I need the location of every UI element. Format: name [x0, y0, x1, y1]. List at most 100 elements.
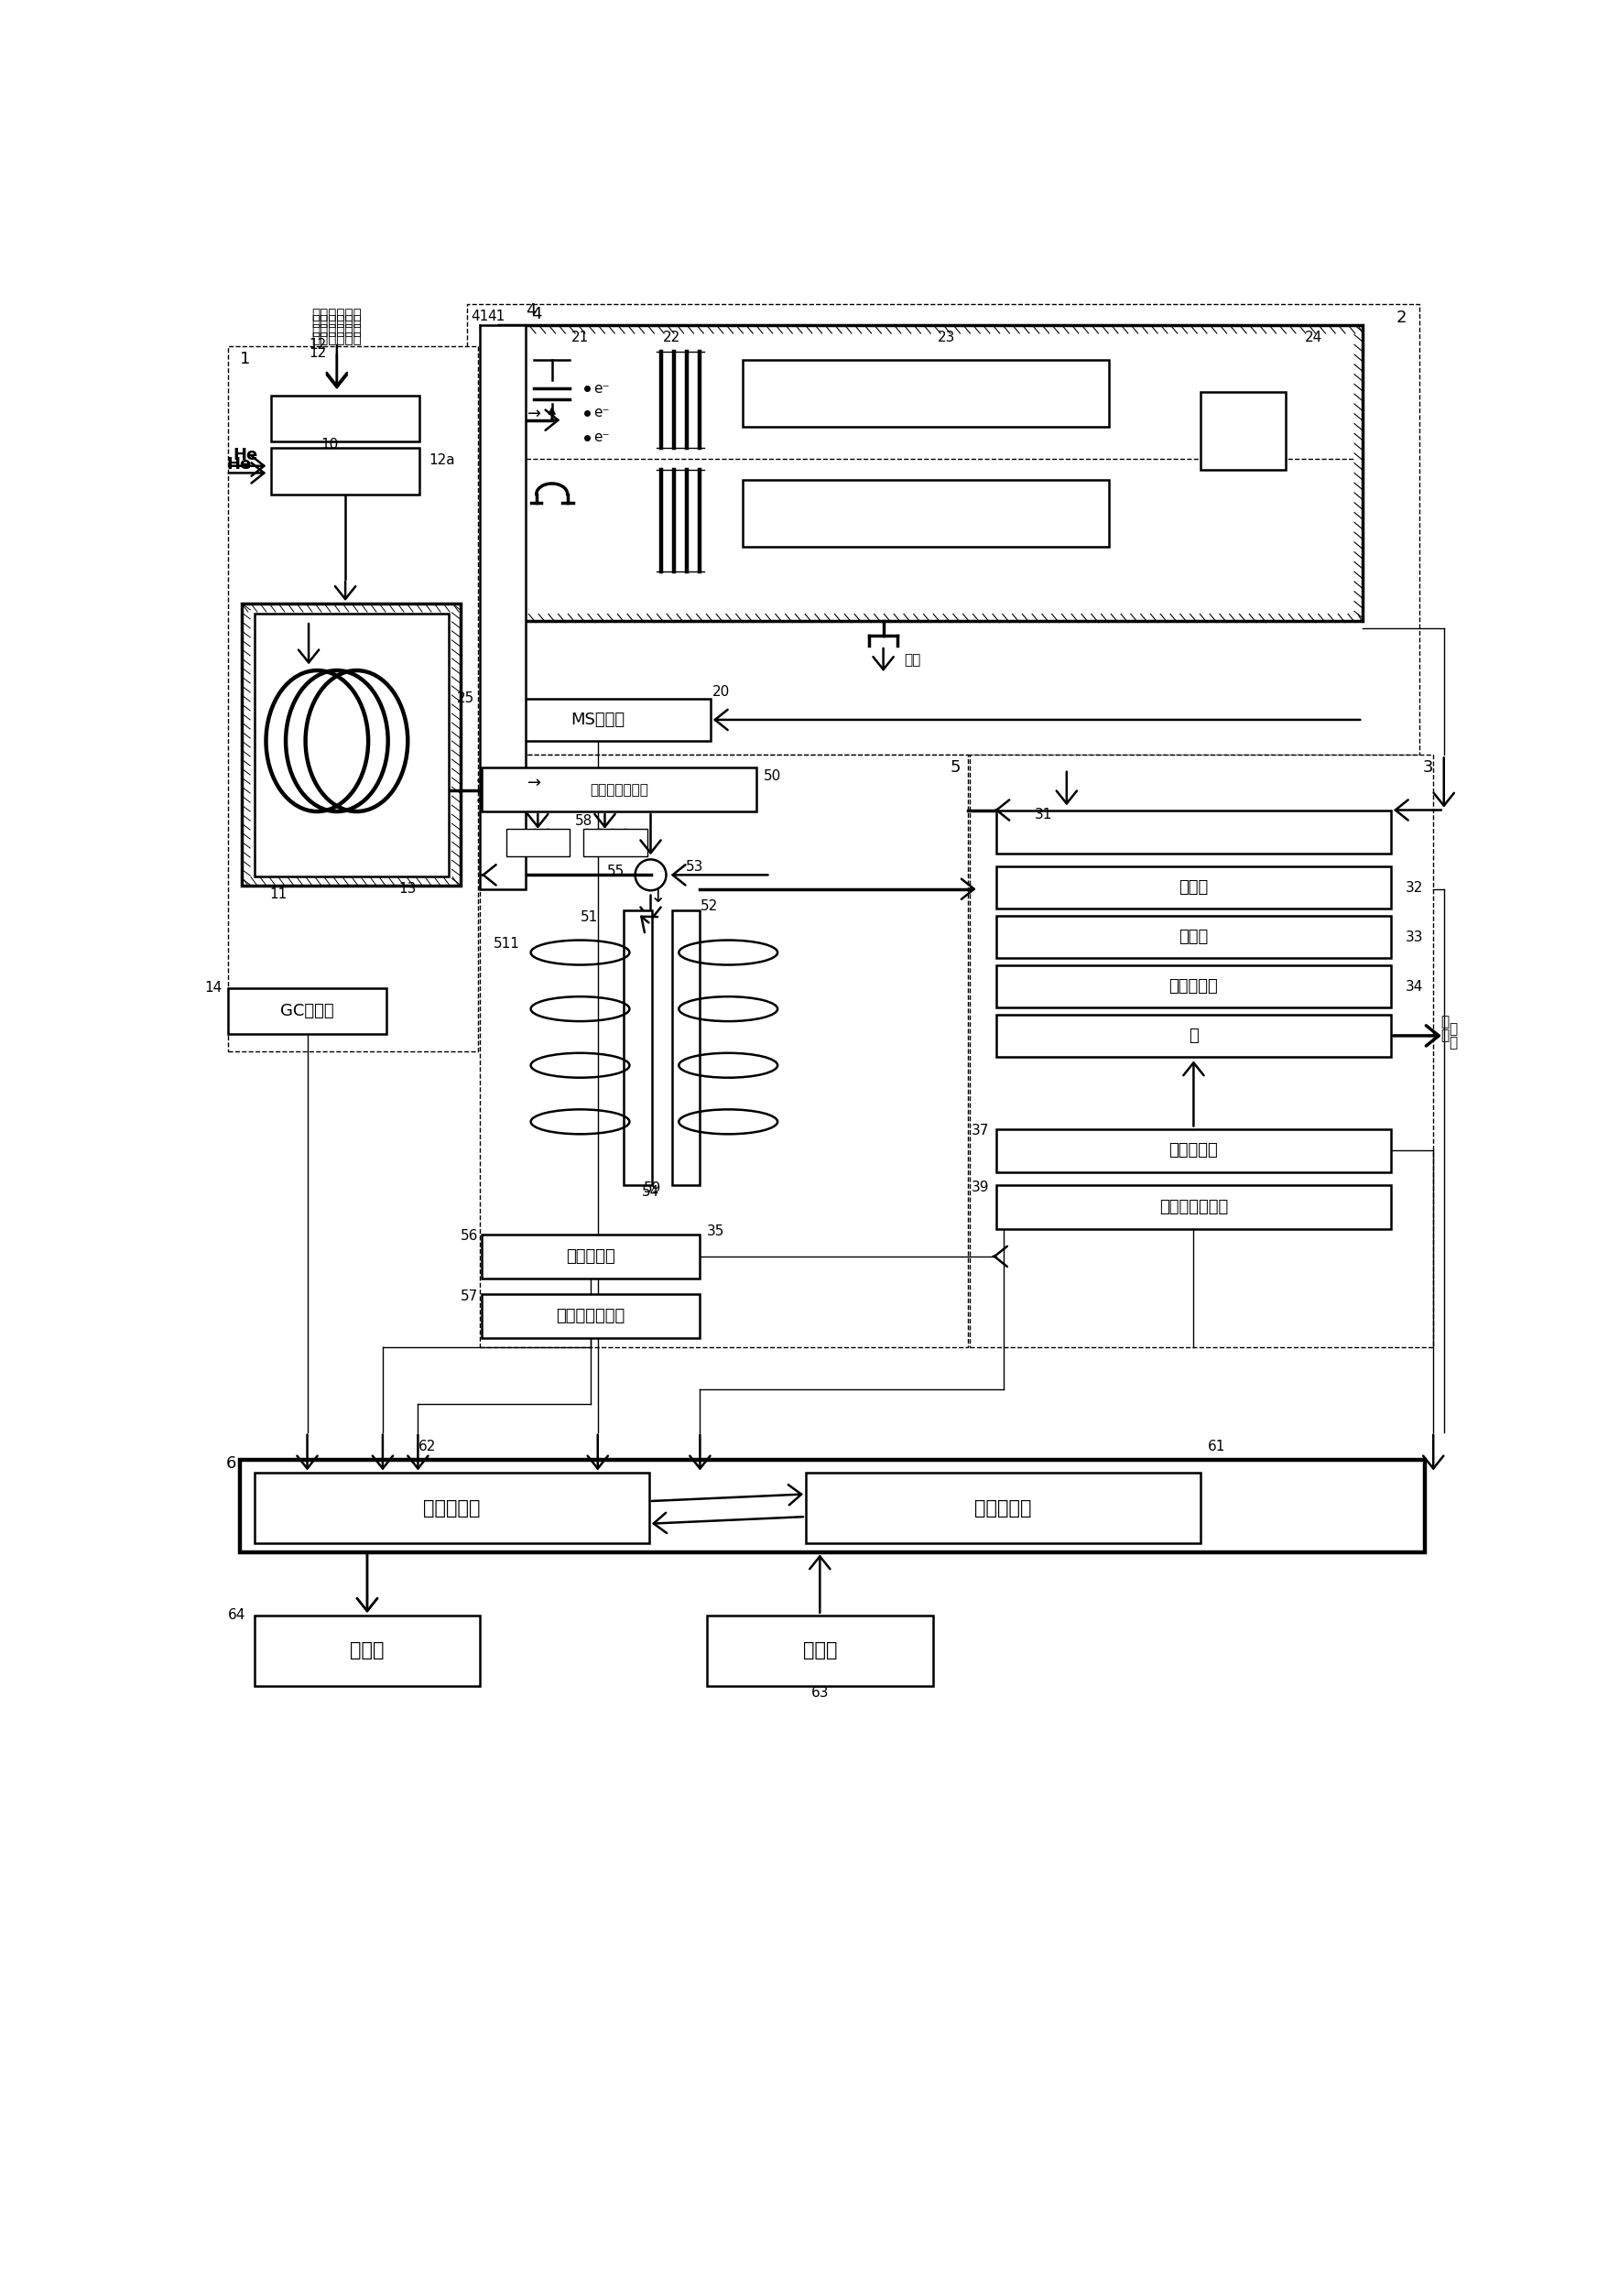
Text: 流路控制部: 流路控制部 — [567, 1249, 615, 1265]
Text: 53: 53 — [686, 859, 704, 872]
Text: 511: 511 — [494, 937, 520, 951]
Text: 25: 25 — [457, 691, 474, 705]
Text: 気: 気 — [1441, 1029, 1449, 1042]
Bar — [996, 1185, 1391, 1228]
Bar — [272, 448, 419, 494]
Bar — [996, 964, 1391, 1008]
Text: 51: 51 — [580, 912, 597, 923]
Text: 57: 57 — [460, 1290, 478, 1304]
Bar — [479, 755, 968, 1348]
Bar — [507, 829, 570, 856]
Text: 気味测定控制部: 気味测定控制部 — [1159, 1199, 1229, 1215]
Text: 32: 32 — [1405, 882, 1423, 895]
Bar — [708, 1616, 933, 1685]
Text: （液体状態）: （液体状態） — [312, 333, 363, 347]
Text: 3: 3 — [1423, 760, 1433, 776]
Bar — [479, 324, 526, 889]
Text: 31: 31 — [1035, 808, 1052, 822]
Bar — [254, 1616, 479, 1685]
Bar — [672, 909, 699, 1185]
Text: 62: 62 — [418, 1440, 436, 1453]
Bar — [254, 1474, 649, 1543]
Text: 61: 61 — [1208, 1440, 1226, 1453]
Bar — [499, 324, 1363, 620]
Text: 气体供给控制部: 气体供给控制部 — [557, 1309, 625, 1325]
Text: 2: 2 — [1396, 310, 1407, 326]
Text: 数据処理部: 数据処理部 — [975, 1499, 1031, 1518]
Text: 13: 13 — [398, 882, 416, 895]
Text: 泵: 泵 — [1188, 1029, 1198, 1045]
Text: 37: 37 — [971, 1125, 989, 1139]
Text: e⁻: e⁻ — [593, 381, 609, 395]
Text: 41: 41 — [487, 310, 505, 324]
Bar — [254, 613, 448, 877]
Bar — [481, 1235, 699, 1279]
Text: →: → — [528, 406, 541, 422]
Text: 12a: 12a — [429, 452, 455, 466]
Text: （液体状態）: （液体状態） — [312, 324, 363, 338]
Bar — [584, 829, 648, 856]
Text: 58: 58 — [575, 813, 593, 827]
Bar — [240, 1460, 1425, 1552]
Text: 23: 23 — [937, 331, 955, 344]
Text: 1: 1 — [240, 351, 251, 367]
Bar — [486, 698, 711, 742]
Text: 52: 52 — [699, 900, 717, 914]
Bar — [241, 604, 460, 886]
Text: 12: 12 — [309, 338, 327, 351]
Text: 35: 35 — [708, 1224, 725, 1238]
Text: 分析対象气体: 分析対象气体 — [312, 308, 363, 321]
Bar — [742, 360, 1109, 427]
Text: 63: 63 — [811, 1685, 829, 1699]
Bar — [228, 347, 478, 1052]
Text: He: He — [233, 448, 257, 464]
Bar — [742, 480, 1109, 546]
Text: 输入部: 输入部 — [803, 1642, 837, 1660]
Text: 清洁气体供给部: 清洁气体供给部 — [589, 783, 648, 797]
Text: 64: 64 — [227, 1609, 244, 1623]
Text: 浓缩部: 浓缩部 — [1179, 930, 1208, 946]
Text: 20: 20 — [712, 684, 730, 698]
Text: 55: 55 — [607, 866, 625, 879]
Text: 22: 22 — [662, 331, 680, 344]
Text: MS控制部: MS控制部 — [570, 712, 625, 728]
Text: 41: 41 — [471, 310, 489, 324]
Bar — [806, 1474, 1201, 1543]
Text: 59: 59 — [644, 1182, 661, 1196]
Text: 中央控制部: 中央控制部 — [423, 1499, 481, 1518]
Text: 11: 11 — [270, 889, 288, 902]
Text: 56: 56 — [460, 1228, 478, 1242]
Text: 10: 10 — [321, 439, 338, 452]
Text: e⁻: e⁻ — [593, 432, 609, 445]
Text: 信号処理部: 信号処理部 — [1169, 1143, 1217, 1159]
Text: 39: 39 — [971, 1180, 989, 1194]
Bar — [468, 303, 1420, 755]
Text: 4: 4 — [531, 305, 541, 321]
Bar — [481, 1295, 699, 1339]
Text: 稀释部: 稀释部 — [1179, 879, 1208, 895]
Text: →: → — [528, 776, 541, 792]
Text: 显示部: 显示部 — [350, 1642, 384, 1660]
Bar — [970, 755, 1433, 1348]
Bar — [996, 1130, 1391, 1173]
Bar — [1201, 393, 1285, 468]
Text: 排: 排 — [1441, 1015, 1449, 1029]
Bar — [996, 1015, 1391, 1056]
Text: 6: 6 — [225, 1456, 236, 1472]
Bar — [996, 866, 1391, 909]
Text: 12: 12 — [309, 347, 327, 360]
Text: 排気: 排気 — [905, 652, 921, 666]
Bar — [623, 909, 652, 1185]
Bar — [996, 810, 1391, 854]
Text: 4: 4 — [526, 303, 536, 319]
Bar — [272, 395, 419, 441]
Text: ↓: ↓ — [649, 886, 665, 905]
Text: 50: 50 — [764, 769, 780, 783]
Text: 排: 排 — [1449, 1022, 1457, 1035]
Text: 54: 54 — [641, 1185, 659, 1199]
Text: 気: 気 — [1449, 1035, 1457, 1049]
Bar — [996, 916, 1391, 957]
Text: 传感器单元: 传感器单元 — [1169, 978, 1217, 994]
Text: He: He — [227, 457, 251, 473]
Text: 分析対象气体: 分析対象气体 — [312, 315, 363, 328]
